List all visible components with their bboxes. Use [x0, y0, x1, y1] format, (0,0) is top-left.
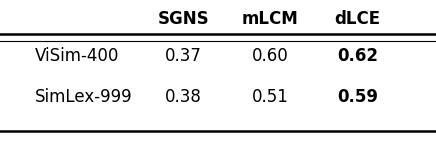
Text: dLCE: dLCE: [334, 10, 381, 28]
Text: 0.37: 0.37: [165, 47, 201, 65]
Text: ViSim-400: ViSim-400: [35, 47, 119, 65]
Text: 0.62: 0.62: [337, 47, 378, 65]
Text: SGNS: SGNS: [157, 10, 209, 28]
Text: 0.38: 0.38: [165, 88, 201, 106]
Text: mLCM: mLCM: [242, 10, 299, 28]
Text: 0.51: 0.51: [252, 88, 289, 106]
Text: SimLex-999: SimLex-999: [35, 88, 133, 106]
Text: 0.59: 0.59: [337, 88, 378, 106]
Text: 0.60: 0.60: [252, 47, 289, 65]
